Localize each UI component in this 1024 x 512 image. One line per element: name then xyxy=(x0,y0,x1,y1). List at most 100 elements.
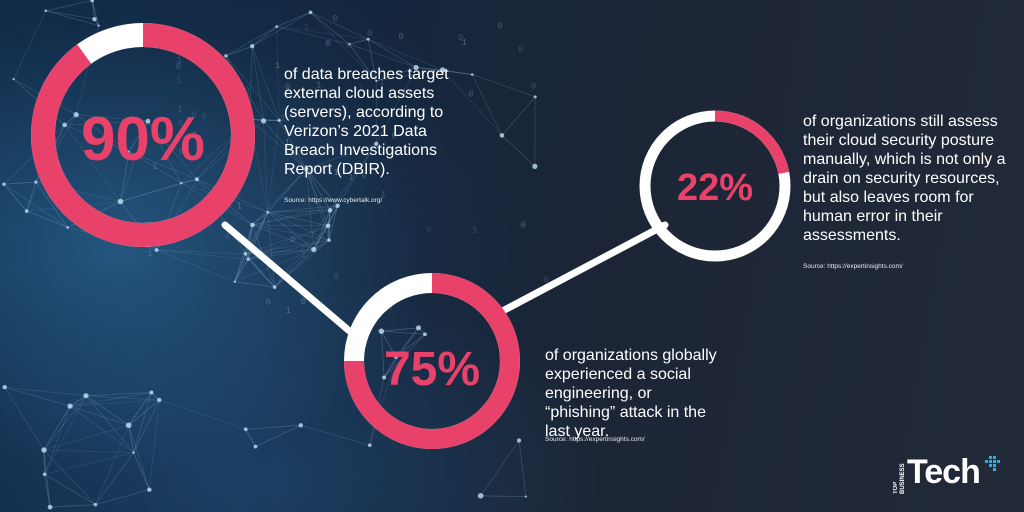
network-line xyxy=(3,183,27,212)
network-line xyxy=(310,11,369,40)
binary-digit: 0 xyxy=(518,44,523,54)
donut-22-label: 22% xyxy=(676,167,754,209)
network-node xyxy=(367,443,372,448)
network-node xyxy=(394,355,398,359)
network-line xyxy=(518,440,527,497)
network-line xyxy=(147,120,182,184)
network-line xyxy=(501,96,536,136)
network-line xyxy=(252,205,338,226)
network-line xyxy=(128,151,182,184)
binary-digit: 0 xyxy=(176,62,181,72)
binary-digit: 0 xyxy=(178,119,183,129)
network-line xyxy=(13,10,47,80)
network-line xyxy=(120,182,182,202)
network-line xyxy=(64,124,130,152)
binary-digit: 0 xyxy=(392,132,397,142)
network-line xyxy=(133,392,152,453)
network-line xyxy=(306,143,377,170)
binary-digit: 0 xyxy=(301,297,306,307)
network-line xyxy=(471,74,503,136)
network-node xyxy=(470,73,474,76)
network-line xyxy=(44,405,71,475)
network-line xyxy=(133,399,160,453)
binary-digit: 1 xyxy=(462,38,467,48)
network-line xyxy=(252,209,331,226)
network-line xyxy=(70,399,160,407)
network-line xyxy=(225,26,277,57)
network-node xyxy=(335,203,340,208)
network-line xyxy=(313,225,329,250)
network-line xyxy=(91,0,100,26)
network-line xyxy=(44,473,96,505)
network-node xyxy=(266,211,269,214)
network-line xyxy=(380,331,385,378)
network-line xyxy=(4,386,87,397)
network-line xyxy=(44,474,51,508)
network-node xyxy=(516,438,522,443)
network-line xyxy=(95,425,130,505)
binary-digit: 1 xyxy=(286,306,291,316)
network-node xyxy=(97,24,100,27)
network-node xyxy=(250,43,255,49)
network-line xyxy=(442,69,473,75)
network-node xyxy=(275,25,279,29)
network-line xyxy=(310,12,350,45)
network-line xyxy=(276,11,311,28)
stat-22-source: Source: https://expertinsights.com/ xyxy=(803,263,903,270)
network-line xyxy=(95,489,150,506)
connector-line-2 xyxy=(491,221,669,319)
network-line xyxy=(368,38,443,71)
binary-digit: 0 xyxy=(225,231,230,241)
network-line xyxy=(305,169,330,241)
network-line xyxy=(128,425,135,453)
stat-22-description: of organizations still assess their clou… xyxy=(803,113,1006,244)
network-node xyxy=(90,0,95,3)
network-node xyxy=(374,141,379,146)
network-node xyxy=(272,285,277,289)
network-node xyxy=(413,64,419,71)
network-line xyxy=(69,392,152,407)
binary-digit: 0 xyxy=(290,235,295,245)
binary-digit: 1 xyxy=(349,173,354,183)
network-line xyxy=(327,205,339,227)
network-line xyxy=(64,124,121,202)
network-node xyxy=(93,502,98,507)
network-line xyxy=(69,395,87,407)
network-line xyxy=(249,118,307,170)
binary-digit: 0 xyxy=(346,41,351,51)
network-line xyxy=(85,395,160,401)
network-line xyxy=(313,205,339,250)
binary-digit: 1 xyxy=(402,87,407,97)
network-node xyxy=(298,423,303,428)
binary-digit: 0 xyxy=(333,14,338,24)
network-line xyxy=(480,495,526,497)
network-line xyxy=(480,440,520,497)
network-node xyxy=(327,238,331,242)
binary-digit: 0 xyxy=(140,148,145,158)
network-line xyxy=(43,449,96,505)
binary-digit: 0 xyxy=(265,298,270,308)
network-node xyxy=(416,325,422,331)
stat-90-description: of data breaches target external cloud a… xyxy=(284,66,449,178)
network-line xyxy=(300,424,370,446)
binary-digit: 1 xyxy=(472,225,477,235)
network-line xyxy=(306,168,331,211)
network-node xyxy=(157,397,162,403)
network-line xyxy=(267,205,338,213)
network-node xyxy=(92,16,97,22)
network-line xyxy=(305,169,315,250)
network-line xyxy=(43,449,134,454)
network-line xyxy=(234,281,275,288)
network-line xyxy=(252,224,330,241)
network-line xyxy=(267,209,331,213)
network-node xyxy=(375,79,378,82)
network-line xyxy=(133,452,150,490)
network-line xyxy=(156,249,235,283)
network-node xyxy=(117,198,124,205)
network-line xyxy=(120,151,130,202)
network-line xyxy=(327,210,331,226)
network-line xyxy=(225,45,253,57)
network-line xyxy=(3,181,36,185)
network-node xyxy=(125,422,132,429)
